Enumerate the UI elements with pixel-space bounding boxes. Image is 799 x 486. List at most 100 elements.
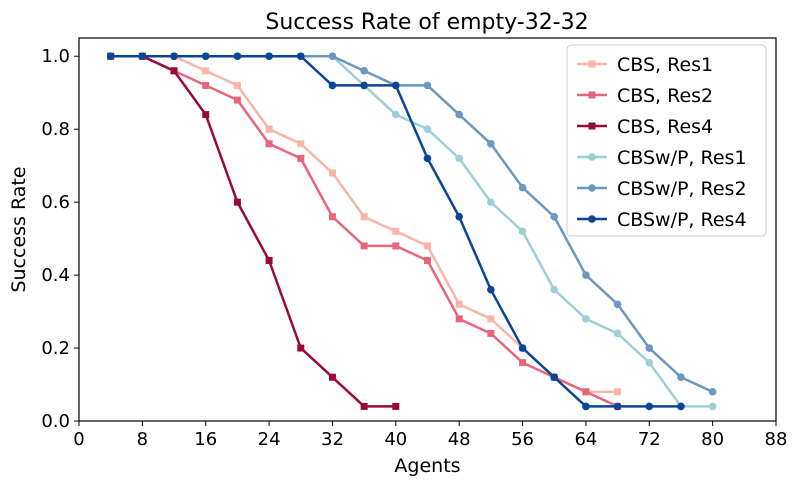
x-tick-label: 64	[574, 429, 597, 450]
data-point	[423, 154, 432, 163]
x-tick-label: 48	[448, 429, 471, 450]
data-point	[201, 52, 210, 61]
data-point	[392, 227, 400, 235]
series-line	[110, 54, 396, 408]
legend-label: CBS, Res1	[617, 54, 713, 76]
x-tick-label: 24	[258, 429, 281, 450]
legend-swatch-marker	[588, 60, 596, 68]
data-point	[645, 344, 654, 352]
data-point	[582, 315, 590, 323]
data-point	[550, 212, 559, 221]
series-group	[107, 52, 622, 396]
data-point	[455, 154, 463, 163]
data-point	[202, 111, 210, 119]
legend-swatch-marker	[588, 215, 596, 223]
data-point	[202, 81, 210, 89]
data-point	[328, 213, 336, 221]
data-point	[582, 388, 590, 396]
data-point	[392, 402, 400, 410]
legend-swatch-marker	[588, 184, 596, 192]
x-axis-label: Agents	[394, 455, 460, 477]
y-tick-label: 0.4	[41, 265, 70, 286]
data-point	[519, 359, 527, 367]
x-tick-label: 16	[194, 429, 217, 450]
data-point	[233, 52, 242, 61]
data-point	[455, 315, 463, 323]
series-line	[110, 54, 618, 394]
series-layer	[106, 52, 717, 411]
data-point	[423, 125, 432, 133]
data-point	[297, 140, 305, 148]
x-tick-label: 88	[765, 429, 788, 450]
legend-item: CBS, Res2	[577, 85, 713, 107]
data-point	[677, 373, 685, 382]
data-point	[708, 402, 717, 411]
data-point	[518, 227, 527, 236]
legend: CBS, Res1 CBS, Res2 CBS, Res4 CBSw/P, Res1 C…	[566, 44, 767, 237]
x-tick-label: 32	[321, 429, 344, 450]
data-point	[328, 373, 336, 381]
data-point	[645, 402, 654, 411]
plot-frame	[78, 37, 777, 422]
data-point	[392, 110, 400, 119]
legend-item: CBS, Res4	[577, 116, 713, 138]
legend-label: CBS, Res2	[617, 85, 713, 107]
data-point	[265, 52, 273, 61]
series-group	[107, 52, 622, 410]
legend-label: CBSw/P, Res2	[617, 178, 747, 200]
legend-label: CBS, Res4	[617, 116, 713, 138]
data-point	[328, 52, 337, 61]
data-point	[487, 198, 495, 206]
y-tick-label: 0.2	[41, 338, 70, 359]
legend-label: CBSw/P, Res4	[617, 209, 747, 231]
x-tick-label: 8	[137, 429, 148, 450]
data-point	[518, 344, 527, 352]
legend-item: CBSw/P, Res4	[577, 209, 747, 231]
data-point	[265, 257, 273, 265]
data-point	[455, 300, 463, 308]
data-point	[328, 81, 337, 90]
data-point	[360, 67, 368, 75]
data-point	[487, 285, 495, 294]
data-point	[677, 402, 685, 411]
data-point	[233, 96, 241, 104]
chart-title: Success Rate of empty-32-32	[265, 10, 588, 35]
y-axis-label: Success Rate	[8, 166, 30, 292]
data-point	[614, 388, 622, 396]
data-point	[423, 81, 432, 90]
x-tick-label: 40	[384, 429, 407, 450]
data-point	[328, 169, 336, 177]
y-tick-label: 0.0	[41, 411, 70, 432]
data-point	[360, 213, 368, 221]
data-point	[708, 388, 717, 396]
data-point	[455, 212, 463, 221]
data-point	[170, 67, 178, 75]
data-point	[582, 402, 590, 411]
data-point	[613, 300, 622, 309]
data-point	[392, 81, 400, 90]
data-point	[360, 402, 368, 410]
data-point	[487, 139, 495, 148]
series-group	[106, 52, 685, 411]
data-point	[392, 242, 400, 250]
x-tick-label: 0	[73, 429, 84, 450]
x-tick-label: 56	[511, 429, 534, 450]
legend-item: CBS, Res1	[577, 54, 713, 76]
data-point	[582, 271, 590, 279]
data-point	[645, 358, 654, 367]
data-point	[265, 140, 273, 148]
x-tick-label: 72	[638, 429, 661, 450]
data-point	[550, 373, 559, 382]
data-point	[360, 81, 368, 90]
data-point	[424, 257, 431, 265]
data-point	[613, 402, 622, 411]
data-point	[296, 52, 305, 61]
legend-swatch-marker	[588, 91, 596, 99]
data-point	[233, 198, 241, 206]
data-point	[360, 242, 368, 250]
data-point	[550, 285, 559, 294]
data-point	[265, 125, 273, 133]
data-point	[518, 183, 527, 192]
y-tick-label: 0.6	[41, 192, 70, 213]
